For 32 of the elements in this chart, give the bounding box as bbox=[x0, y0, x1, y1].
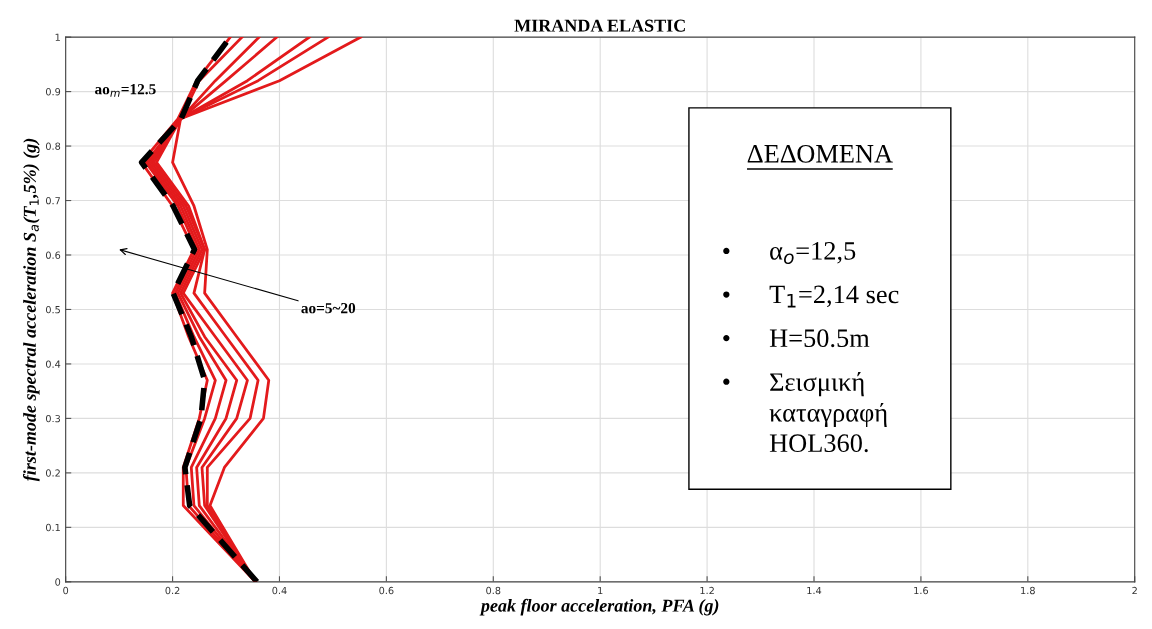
y-tick-label: 0.3 bbox=[45, 414, 61, 423]
x-tick-label: 0.4 bbox=[272, 586, 287, 595]
text: • Σεισμική καταγραφή HOL360. bbox=[723, 372, 887, 453]
x-tick-label: 0.8 bbox=[486, 586, 501, 595]
x-tick-label: 0.6 bbox=[379, 586, 394, 595]
text: • H=50.5m bbox=[723, 329, 870, 348]
y-tick-label: 0.6 bbox=[45, 251, 61, 259]
y-tick-label: 0.8 bbox=[45, 142, 61, 150]
annotation: ΔΕΔΟΜΕΝΑ bbox=[747, 144, 893, 163]
y-tick-label: 0.5 bbox=[45, 305, 60, 314]
y-tick-label: 0.9 bbox=[45, 88, 61, 96]
x-tick-label: 2 bbox=[1132, 586, 1137, 595]
y-tick-label: 1 bbox=[55, 33, 60, 41]
annotation: ao=5~20 bbox=[301, 302, 356, 314]
chart-title: MIRANDA ELASTIC bbox=[514, 19, 685, 32]
y-tick-label: 0 bbox=[55, 578, 61, 586]
y-tick-label: 0.7 bbox=[45, 197, 60, 205]
x-tick-label: 0.2 bbox=[165, 586, 180, 595]
x-axis-title: peak floor acceleration, PFA (g) bbox=[479, 598, 719, 616]
y-tick-label: 0.2 bbox=[45, 469, 60, 477]
x-tick-label: 0 bbox=[63, 586, 69, 595]
annotation: ao$_{m}$=12.5 bbox=[95, 84, 156, 97]
text: • T$_{1}$=2,14 sec bbox=[723, 285, 899, 308]
x-tick-label: 1.6 bbox=[914, 586, 929, 595]
text: • α$_{o}$=12,5 bbox=[723, 242, 856, 265]
x-tick-label: 1.2 bbox=[700, 586, 714, 595]
x-tick-label: 1.4 bbox=[807, 586, 822, 595]
x-tick-label: 1.8 bbox=[1021, 586, 1035, 595]
y-axis-title: first-mode spectral acceleration S$_{a}$(T$_{1}$,5%) (g) bbox=[22, 138, 40, 482]
y-tick-label: 0.1 bbox=[45, 523, 60, 532]
y-tick-label: 0.4 bbox=[45, 360, 61, 368]
x-tick-label: 1 bbox=[598, 586, 603, 595]
